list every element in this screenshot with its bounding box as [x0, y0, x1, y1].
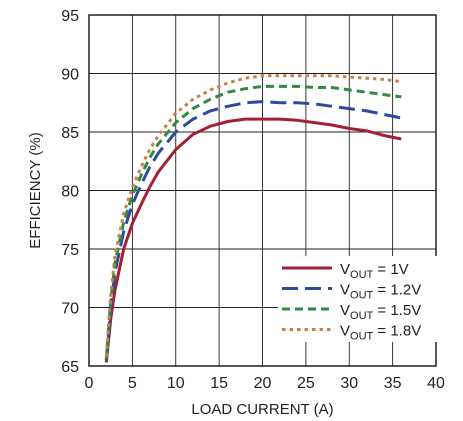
series-line-4	[104, 74, 402, 357]
legend-label-1: VOUT = 1V	[340, 261, 409, 281]
x-axis-label: LOAD CURRENT (A)	[191, 401, 333, 418]
x-tick-label: 30	[340, 375, 358, 392]
legend-label-4: VOUT = 1.8V	[340, 323, 421, 343]
plot-frame	[88, 14, 437, 367]
y-axis-label: EFFICIENCY (%)	[27, 132, 44, 248]
series-line-2	[104, 100, 402, 361]
x-tick-label: 25	[297, 375, 315, 392]
x-tick-label: 5	[128, 375, 137, 392]
x-tick-label: 15	[210, 375, 228, 392]
legend-background	[278, 256, 438, 342]
y-tick-label: 85	[61, 125, 79, 142]
y-tick-label: 65	[61, 359, 79, 376]
y-tick-label: 80	[61, 184, 79, 201]
x-tick-label: 10	[167, 375, 185, 392]
x-tick-label: 40	[427, 375, 445, 392]
y-axis-ticks: 65 70 75 80 85 90 95	[61, 8, 79, 376]
y-tick-label: 70	[61, 301, 79, 318]
y-tick-label: 90	[61, 67, 79, 84]
x-tick-label: 0	[85, 375, 94, 392]
chart-grid	[88, 14, 437, 367]
x-tick-label: 35	[384, 375, 402, 392]
y-tick-label: 95	[61, 8, 79, 25]
y-tick-label: 75	[61, 242, 79, 259]
x-tick-label: 20	[254, 375, 272, 392]
series-layer	[104, 74, 402, 363]
legend-label-2: VOUT = 1.2V	[340, 282, 421, 302]
x-axis-ticks: 0 5 10 15 20 25 30 35 40	[85, 375, 445, 392]
series-line-1	[104, 117, 402, 363]
series-line-3	[104, 84, 402, 360]
legend-label-3: VOUT = 1.5V	[340, 302, 421, 322]
